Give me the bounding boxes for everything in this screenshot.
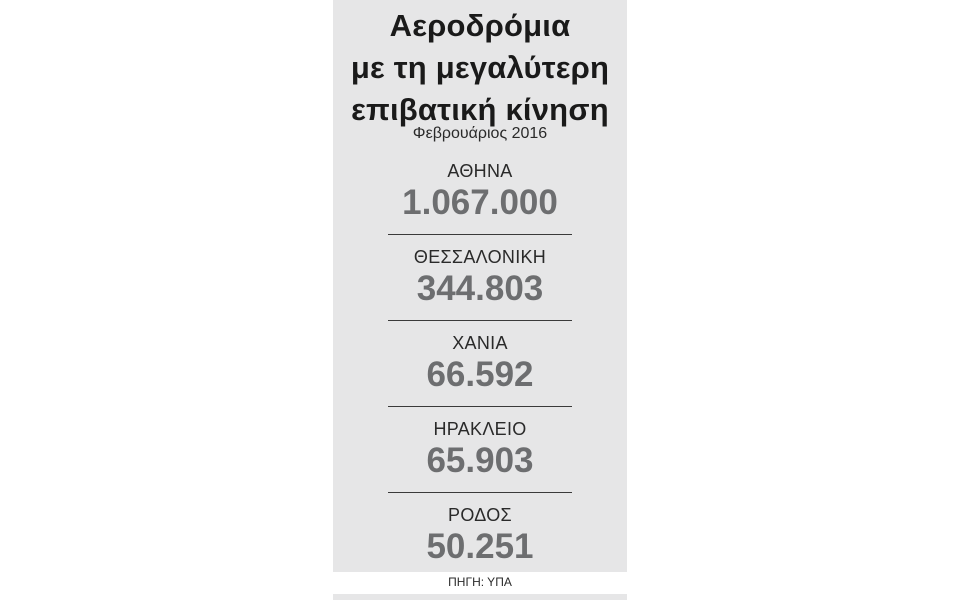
airport-name: ΑΘΗΝΑ (447, 161, 513, 181)
airport-entry: ΘΕΣΣΑΛΟΝΙΚΗ 344.803 (333, 246, 627, 332)
airport-name: ΧΑΝΙΑ (452, 333, 508, 353)
entry-divider (388, 492, 572, 493)
chart-title-line-3: επιβατική κίνηση (351, 92, 609, 127)
chart-subtitle: Φεβρουάριος 2016 (412, 125, 548, 142)
entry-divider (388, 320, 572, 321)
passenger-count: 66.592 (426, 355, 534, 394)
passenger-count: 50.251 (426, 527, 534, 566)
airport-entry: ΗΡΑΚΛΕΙΟ 65.903 (333, 418, 627, 504)
airport-entry: ΑΘΗΝΑ 1.067.000 (333, 160, 627, 246)
entry-divider (388, 234, 572, 235)
source-note: ΠΗΓΗ: ΥΠΑ (448, 575, 512, 589)
airport-name: ΡΟΔΟΣ (448, 505, 512, 525)
airport-name: ΗΡΑΚΛΕΙΟ (433, 419, 527, 439)
chart-title-line-2: με τη μεγαλύτερη (350, 50, 610, 85)
passenger-count: 344.803 (416, 269, 544, 308)
chart-title-line-1: Αεροδρόμια (389, 8, 571, 43)
passenger-count: 65.903 (426, 441, 534, 480)
chart-title: Αεροδρόμια με τη μεγαλύτερη επιβατική κί… (333, 5, 627, 131)
airport-entry: ΧΑΝΙΑ 66.592 (333, 332, 627, 418)
airport-name: ΘΕΣΣΑΛΟΝΙΚΗ (413, 247, 547, 267)
entry-divider (388, 406, 572, 407)
footer-bar (333, 594, 627, 600)
infographic-panel: Αεροδρόμια με τη μεγαλύτερη επιβατική κί… (333, 0, 627, 572)
airport-entry: ΡΟΔΟΣ 50.251 (333, 504, 627, 590)
passenger-count: 1.067.000 (402, 183, 558, 222)
